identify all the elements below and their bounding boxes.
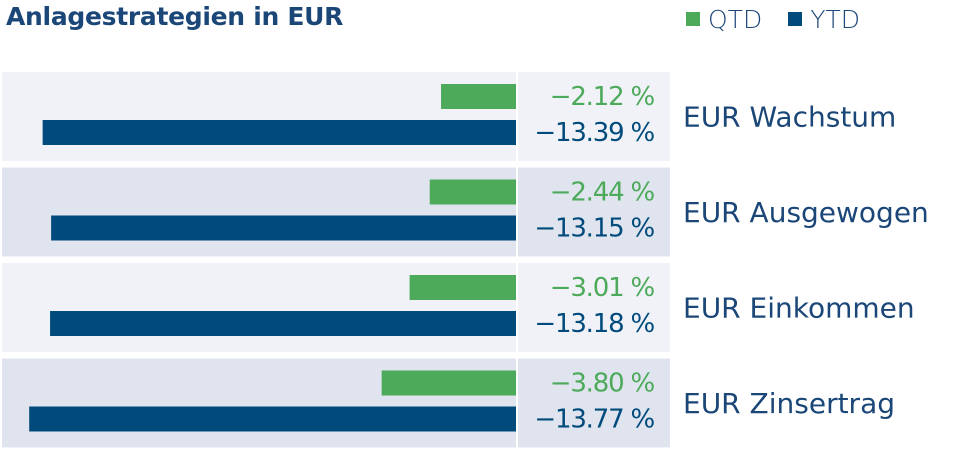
category-label: EUR Ausgewogen [683, 196, 929, 229]
bar-ytd [29, 406, 516, 432]
value-label-ytd: −13.77 % [534, 405, 654, 435]
bar-ytd [51, 215, 516, 241]
bar-qtd [381, 370, 516, 396]
value-label-qtd: −3.80 % [550, 369, 655, 399]
category-label: EUR Wachstum [683, 101, 896, 134]
row-background [2, 167, 670, 257]
legend-label-qtd: QTD [708, 4, 763, 34]
value-label-qtd: −3.01 % [550, 273, 655, 303]
legend-item-qtd: QTD [686, 5, 762, 34]
bar-ytd [42, 120, 516, 145]
legend-item-ytd: YTD [788, 5, 860, 34]
bar-qtd [409, 275, 516, 300]
category-label: EUR Einkommen [683, 292, 915, 325]
legend-swatch-ytd [788, 12, 803, 26]
row-background [2, 72, 670, 161]
row-background [2, 263, 670, 352]
value-label-qtd: −2.12 % [550, 82, 655, 112]
bar-qtd [441, 84, 516, 109]
category-label: EUR Zinsertrag [683, 387, 895, 420]
row-background [2, 358, 670, 448]
value-label-qtd: −2.44 % [550, 178, 655, 208]
bar-ytd [50, 311, 517, 336]
value-label-ytd: −13.18 % [534, 309, 654, 339]
chart-legend: QTD YTD [686, 2, 860, 36]
legend-swatch-qtd [686, 12, 700, 26]
bar-qtd [429, 179, 516, 205]
legend-label-ytd: YTD [810, 4, 860, 34]
chart-title: Anlagestrategien in EUR [6, 2, 344, 31]
value-label-ytd: −13.15 % [534, 214, 654, 244]
value-label-ytd: −13.39 % [534, 118, 654, 148]
